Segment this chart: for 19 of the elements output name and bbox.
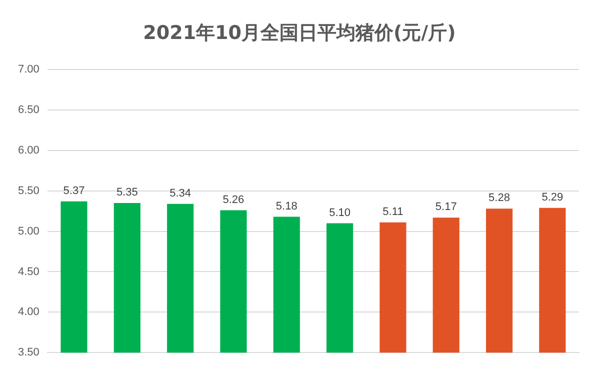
chart-title: 2021年10月全国日平均猪价(元/斤) [142, 21, 457, 46]
y-tick-label: 6.50 [18, 104, 40, 116]
data-label: 5.17 [435, 201, 457, 214]
y-tick-label: 4.50 [18, 266, 40, 278]
data-label: 5.10 [329, 206, 350, 219]
y-tick-label: 5.00 [18, 225, 40, 238]
data-label: 5.26 [222, 194, 244, 206]
y-tick-label: 3.50 [18, 346, 40, 359]
data-label: 5.37 [63, 184, 85, 197]
data-label: 5.28 [488, 192, 510, 204]
y-tick-label: 5.50 [18, 184, 40, 197]
data-label: 5.35 [116, 186, 138, 199]
data-label: 5.11 [382, 206, 404, 218]
data-label: 5.29 [542, 191, 564, 204]
y-tick-label: 6.00 [18, 144, 40, 156]
y-tick-label: 7.00 [18, 64, 40, 76]
data-label: 5.34 [170, 187, 192, 200]
y-tick-label: 4.00 [18, 306, 40, 318]
data-label: 5.18 [276, 200, 298, 212]
